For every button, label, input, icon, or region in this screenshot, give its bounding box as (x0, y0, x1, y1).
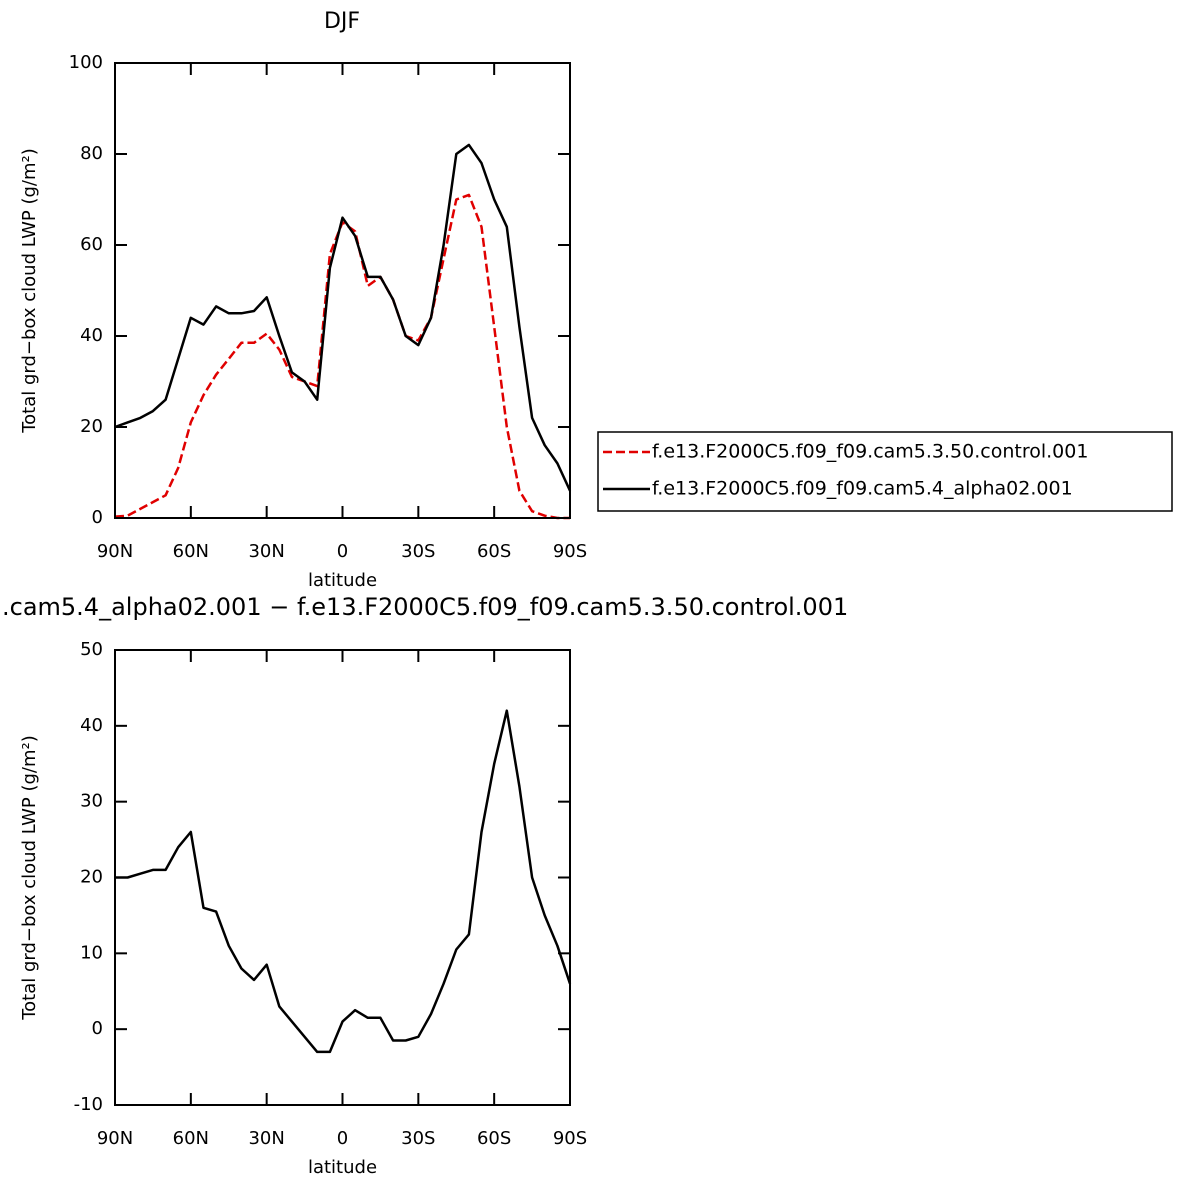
x-tick-label: 90S (553, 1128, 587, 1149)
x-tick-label: 60N (173, 541, 209, 562)
y-tick-label: 20 (80, 867, 103, 888)
y-tick-label: 0 (92, 507, 103, 528)
legend-label: f.e13.F2000C5.f09_f09.cam5.4_alpha02.001 (652, 478, 1073, 500)
y-tick-label: 40 (80, 325, 103, 346)
x-tick-label: 90N (97, 541, 133, 562)
y-tick-label: 80 (80, 143, 103, 164)
y-tick-label: 30 (80, 791, 103, 812)
x-tick-label: 30S (401, 541, 435, 562)
x-tick-label: 0 (337, 1128, 348, 1149)
y-tick-label: 10 (80, 942, 103, 963)
x-tick-label: 30N (248, 541, 284, 562)
x-tick-label: 90N (97, 1128, 133, 1149)
x-tick-label: 60N (173, 1128, 209, 1149)
plot-frame (114, 649, 571, 1106)
chart-title: .cam5.4_alpha02.001 − f.e13.F2000C5.f09_… (2, 593, 848, 621)
y-axis-label: Total grd−box cloud LWP (g/m²) (19, 148, 40, 434)
y-tick-label: 40 (80, 715, 103, 736)
x-tick-label: 90S (553, 541, 587, 562)
series-line (114, 143, 572, 492)
x-tick-label: 30N (248, 1128, 284, 1149)
y-tick-label: 100 (69, 52, 103, 73)
y-tick-label: -10 (74, 1094, 103, 1115)
series-line (115, 709, 572, 1054)
x-tick-label: 60S (477, 541, 511, 562)
x-axis-label: latitude (308, 1157, 377, 1178)
x-axis-label: latitude (308, 570, 377, 591)
x-tick-label: 60S (477, 1128, 511, 1149)
y-axis-label: Total grd−box cloud LWP (g/m²) (19, 735, 40, 1021)
series-line (114, 193, 570, 520)
x-tick-label: 30S (401, 1128, 435, 1149)
legend-box (597, 431, 1173, 512)
plot-frame (114, 62, 571, 519)
chart-title: DJF (324, 9, 360, 34)
x-tick-label: 0 (337, 541, 348, 562)
y-tick-label: 0 (92, 1018, 103, 1039)
y-tick-label: 50 (80, 639, 103, 660)
y-tick-label: 60 (80, 234, 103, 255)
legend-label: f.e13.F2000C5.f09_f09.cam5.3.50.control.… (652, 441, 1088, 463)
y-tick-label: 20 (80, 416, 103, 437)
